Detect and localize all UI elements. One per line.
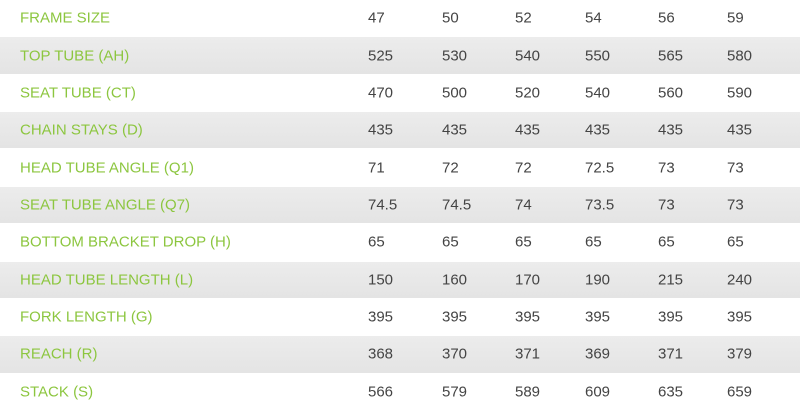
- cell-value: 56: [658, 9, 675, 27]
- cell-value: 500: [442, 84, 468, 102]
- cell-value: 395: [442, 308, 468, 326]
- cell-value: 72: [515, 159, 532, 177]
- cell-value: 54: [585, 9, 602, 27]
- cell-value: 240: [727, 271, 753, 289]
- cell-value: 73: [658, 159, 675, 177]
- cell-value: 395: [727, 308, 753, 326]
- row-label: BOTTOM BRACKET DROP (H): [20, 233, 231, 251]
- cell-value: 371: [515, 345, 541, 363]
- cell-value: 368: [368, 345, 394, 363]
- cell-value: 525: [368, 47, 394, 65]
- cell-value: 370: [442, 345, 468, 363]
- cell-value: 395: [515, 308, 541, 326]
- cell-value: 73: [727, 159, 744, 177]
- cell-value: 65: [658, 233, 675, 251]
- cell-value: 435: [515, 121, 541, 139]
- row-label: FRAME SIZE: [20, 9, 111, 27]
- cell-value: 73: [658, 196, 675, 214]
- cell-value: 379: [727, 345, 753, 363]
- cell-value: 160: [442, 271, 468, 289]
- row-label: TOP TUBE (AH): [20, 47, 130, 65]
- cell-value: 369: [585, 345, 611, 363]
- table-row: HEAD TUBE LENGTH (L) 150 160 170 190 215 240: [0, 261, 800, 299]
- table-row: HEAD TUBE ANGLE (Q1) 71 72 72 72.5 73 73: [0, 149, 800, 187]
- table-row: TOP TUBE (AH) 525 530 540 550 565 580: [0, 37, 800, 75]
- cell-value: 580: [727, 47, 753, 65]
- cell-value: 150: [368, 271, 394, 289]
- table-row: CHAIN STAYS (D) 435 435 435 435 435 435: [0, 112, 800, 150]
- cell-value: 395: [585, 308, 611, 326]
- cell-value: 590: [727, 84, 753, 102]
- row-label: HEAD TUBE ANGLE (Q1): [20, 159, 194, 177]
- cell-value: 435: [585, 121, 611, 139]
- cell-value: 579: [442, 383, 468, 401]
- cell-value: 589: [515, 383, 541, 401]
- row-label: CHAIN STAYS (D): [20, 121, 143, 139]
- table-row: FRAME SIZE 47 50 52 54 56 59: [0, 0, 800, 38]
- table-row: BOTTOM BRACKET DROP (H) 65 65 65 65 65 65: [0, 224, 800, 262]
- cell-value: 65: [368, 233, 385, 251]
- cell-value: 609: [585, 383, 611, 401]
- row-label: STACK (S): [20, 383, 94, 401]
- cell-value: 550: [585, 47, 611, 65]
- cell-value: 170: [515, 271, 541, 289]
- cell-value: 530: [442, 47, 468, 65]
- table-row: REACH (R) 368 370 371 369 371 379: [0, 336, 800, 374]
- cell-value: 435: [442, 121, 468, 139]
- cell-value: 59: [727, 9, 744, 27]
- cell-value: 47: [368, 9, 385, 27]
- cell-value: 72.5: [585, 159, 615, 177]
- cell-value: 73: [727, 196, 744, 214]
- table-row: SEAT TUBE (CT) 470 500 520 540 560 590: [0, 75, 800, 113]
- cell-value: 395: [658, 308, 684, 326]
- cell-value: 520: [515, 84, 541, 102]
- row-label: HEAD TUBE LENGTH (L): [20, 271, 194, 289]
- cell-value: 65: [515, 233, 532, 251]
- cell-value: 560: [658, 84, 684, 102]
- cell-value: 73.5: [585, 196, 615, 214]
- cell-value: 659: [727, 383, 753, 401]
- cell-value: 435: [727, 121, 753, 139]
- cell-value: 565: [658, 47, 684, 65]
- cell-value: 71: [368, 159, 385, 177]
- table-row: STACK (S) 566 579 589 609 635 659: [0, 374, 800, 411]
- table-row: FORK LENGTH (G) 395 395 395 395 395 395: [0, 299, 800, 337]
- cell-value: 74.5: [368, 196, 398, 214]
- cell-value: 190: [585, 271, 611, 289]
- cell-value: 635: [658, 383, 684, 401]
- cell-value: 566: [368, 383, 394, 401]
- row-label: SEAT TUBE (CT): [20, 84, 136, 102]
- cell-value: 65: [585, 233, 602, 251]
- cell-value: 435: [658, 121, 684, 139]
- cell-value: 72: [442, 159, 459, 177]
- row-label: SEAT TUBE ANGLE (Q7): [20, 196, 191, 214]
- row-label: REACH (R): [20, 345, 98, 363]
- cell-value: 395: [368, 308, 394, 326]
- cell-value: 50: [442, 9, 459, 27]
- cell-value: 74: [515, 196, 532, 214]
- cell-value: 540: [515, 47, 541, 65]
- cell-value: 215: [658, 271, 684, 289]
- cell-value: 371: [658, 345, 684, 363]
- cell-value: 470: [368, 84, 394, 102]
- table-row: SEAT TUBE ANGLE (Q7) 74.5 74.5 74 73.5 73 73: [0, 186, 800, 225]
- cell-value: 52: [515, 9, 532, 27]
- row-label: FORK LENGTH (G): [20, 308, 153, 326]
- cell-value: 435: [368, 121, 394, 139]
- cell-value: 65: [727, 233, 744, 251]
- cell-value: 540: [585, 84, 611, 102]
- cell-value: 65: [442, 233, 459, 251]
- cell-value: 74.5: [442, 196, 472, 214]
